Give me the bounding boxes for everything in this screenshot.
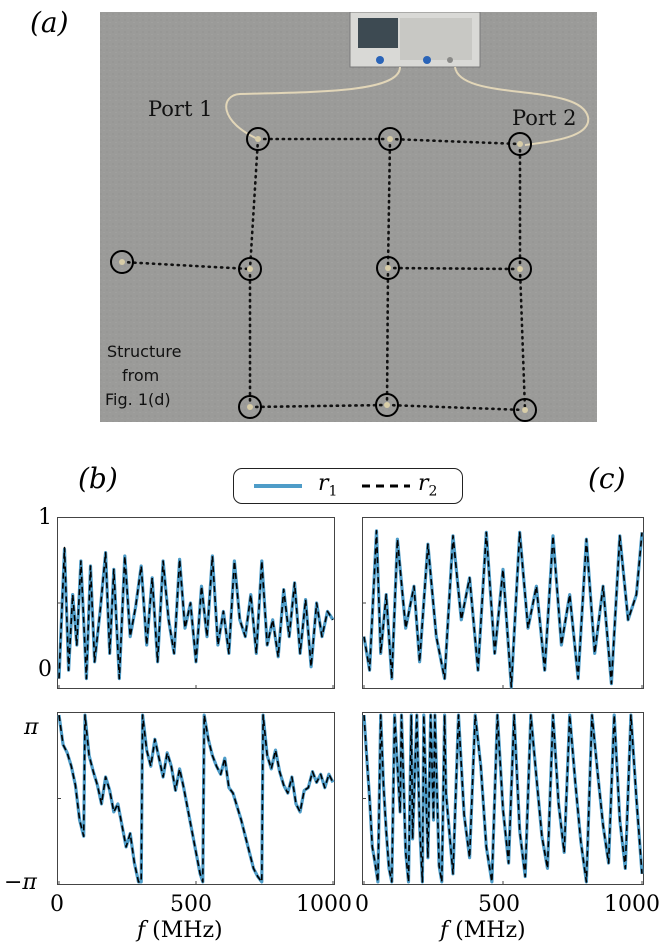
xtick-c-1000: 1000	[604, 892, 660, 917]
legend-r2-label: r2	[418, 471, 438, 500]
ytick-top-min: 0	[38, 657, 52, 682]
floor-background	[100, 12, 597, 422]
xtick-c-500: 500	[478, 892, 520, 917]
plot-b-phase	[57, 712, 335, 885]
ytick-top-max: 1	[38, 505, 52, 530]
connectors	[119, 136, 528, 413]
xtick-b-500: 500	[170, 892, 212, 917]
ytick-bottom-max: π	[24, 715, 39, 740]
panel-label-b: (b)	[78, 462, 118, 495]
plot-c-amplitude	[362, 517, 644, 689]
plot-c-phase	[362, 712, 644, 885]
series-line-r2	[363, 714, 643, 883]
series-line-r2	[363, 530, 643, 688]
plot-b-amplitude	[57, 517, 335, 689]
cable-port1	[225, 66, 401, 141]
graph-edges	[120, 137, 527, 412]
structure-note-line2: from	[122, 366, 159, 385]
ytick-bottom-min: −π	[4, 870, 37, 895]
xlabel-c: f (MHz)	[440, 918, 526, 943]
panel-label-a: (a)	[30, 6, 69, 39]
structure-note-line1: Structure	[107, 342, 181, 361]
experiment-photo: Port 1 Port 2 Structure from Fig. 1(d)	[100, 12, 597, 422]
xtick-c-0: 0	[355, 892, 369, 917]
xtick-b-0: 0	[50, 892, 64, 917]
structure-note-line3: Fig. 1(d)	[105, 390, 171, 409]
panel-label-c: (c)	[588, 462, 626, 495]
xtick-b-1000: 1000	[296, 892, 352, 917]
cable-port2	[454, 66, 590, 146]
legend-r1-label: r1	[318, 471, 338, 500]
port1-label: Port 1	[148, 97, 212, 121]
graph-vertices	[110, 127, 537, 422]
series-line-r2	[58, 546, 334, 680]
series-line-r2	[58, 714, 334, 883]
port2-label: Port 2	[512, 106, 576, 130]
xlabel-b: f (MHz)	[137, 918, 223, 943]
network-analyzer	[349, 12, 481, 68]
legend: r1 r2	[233, 468, 463, 504]
